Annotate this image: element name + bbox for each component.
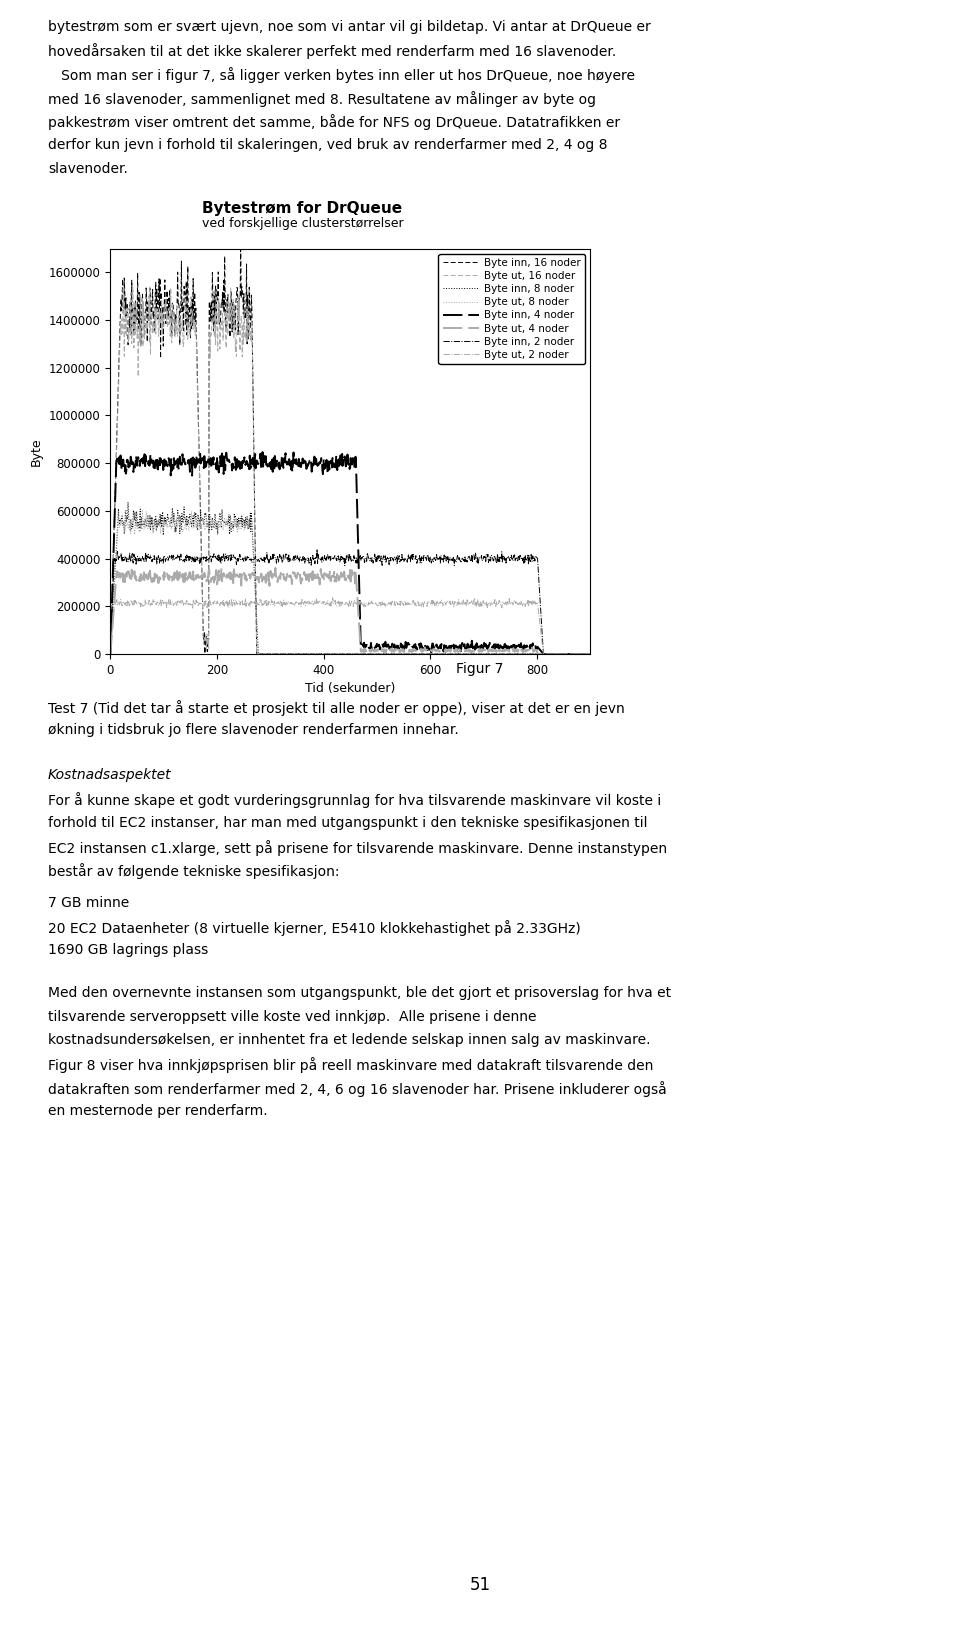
Text: pakkestrøm viser omtrent det samme, både for NFS og DrQueue. Datatrafikken er: pakkestrøm viser omtrent det samme, både… bbox=[48, 114, 620, 131]
Text: tilsvarende serveroppsett ville koste ved innkjøp.  Alle prisene i denne: tilsvarende serveroppsett ville koste ve… bbox=[48, 1009, 537, 1024]
Text: EC2 instansen c1.xlarge, sett på prisene for tilsvarende maskinvare. Denne insta: EC2 instansen c1.xlarge, sett på prisene… bbox=[48, 839, 667, 855]
Text: Test 7 (Tid det tar å starte et prosjekt til alle noder er oppe), viser at det e: Test 7 (Tid det tar å starte et prosjekt… bbox=[48, 700, 625, 716]
Text: 7 GB minne: 7 GB minne bbox=[48, 896, 130, 911]
Text: 51: 51 bbox=[469, 1576, 491, 1594]
Text: Med den overnevnte instansen som utgangspunkt, ble det gjort et prisoverslag for: Med den overnevnte instansen som utgangs… bbox=[48, 986, 671, 1001]
Text: slavenoder.: slavenoder. bbox=[48, 162, 128, 177]
Text: en mesternode per renderfarm.: en mesternode per renderfarm. bbox=[48, 1105, 268, 1118]
Text: Figur 8 viser hva innkjøpsprisen blir på reell maskinvare med datakraft tilsvare: Figur 8 viser hva innkjøpsprisen blir på… bbox=[48, 1056, 654, 1073]
Text: består av følgende tekniske spesifikasjon:: består av følgende tekniske spesifikasjo… bbox=[48, 863, 340, 880]
X-axis label: Tid (sekunder): Tid (sekunder) bbox=[305, 682, 396, 695]
Text: med 16 slavenoder, sammenlignet med 8. Resultatene av målinger av byte og: med 16 slavenoder, sammenlignet med 8. R… bbox=[48, 90, 596, 106]
Text: Kostnadsaspektet: Kostnadsaspektet bbox=[48, 768, 172, 783]
Text: hovedårsaken til at det ikke skalerer perfekt med renderfarm med 16 slavenoder.: hovedårsaken til at det ikke skalerer pe… bbox=[48, 43, 616, 59]
Text: 1690 GB lagrings plass: 1690 GB lagrings plass bbox=[48, 943, 208, 958]
Text: kostnadsundersøkelsen, er innhentet fra et ledende selskap innen salg av maskinv: kostnadsundersøkelsen, er innhentet fra … bbox=[48, 1033, 651, 1048]
Text: ved forskjellige clusterstørrelser: ved forskjellige clusterstørrelser bbox=[202, 217, 403, 231]
Text: bytestrøm som er svært ujevn, noe som vi antar vil gi bildetap. Vi antar at DrQu: bytestrøm som er svært ujevn, noe som vi… bbox=[48, 20, 651, 34]
Text: derfor kun jevn i forhold til skaleringen, ved bruk av renderfarmer med 2, 4 og : derfor kun jevn i forhold til skaleringe… bbox=[48, 137, 608, 152]
Text: Som man ser i figur 7, så ligger verken bytes inn eller ut hos DrQueue, noe høye: Som man ser i figur 7, så ligger verken … bbox=[48, 67, 635, 83]
Text: økning i tidsbruk jo flere slavenoder renderfarmen innehar.: økning i tidsbruk jo flere slavenoder re… bbox=[48, 723, 459, 737]
Text: forhold til EC2 instanser, har man med utgangspunkt i den tekniske spesifikasjon: forhold til EC2 instanser, har man med u… bbox=[48, 816, 647, 831]
Text: 20 EC2 Dataenheter (8 virtuelle kjerner, E5410 klokkehastighet på 2.33GHz): 20 EC2 Dataenheter (8 virtuelle kjerner,… bbox=[48, 919, 581, 935]
Legend: Byte inn, 16 noder, Byte ut, 16 noder, Byte inn, 8 noder, Byte ut, 8 noder, Byte: Byte inn, 16 noder, Byte ut, 16 noder, B… bbox=[439, 253, 586, 365]
Text: datakraften som renderfarmer med 2, 4, 6 og 16 slavenoder har. Prisene inkludere: datakraften som renderfarmer med 2, 4, 6… bbox=[48, 1081, 667, 1097]
Text: For å kunne skape et godt vurderingsgrunnlag for hva tilsvarende maskinvare vil : For å kunne skape et godt vurderingsgrun… bbox=[48, 791, 661, 808]
Text: Bytestrøm for DrQueue: Bytestrøm for DrQueue bbox=[203, 201, 402, 216]
Text: Figur 7: Figur 7 bbox=[456, 662, 504, 677]
Y-axis label: Byte: Byte bbox=[31, 437, 43, 466]
